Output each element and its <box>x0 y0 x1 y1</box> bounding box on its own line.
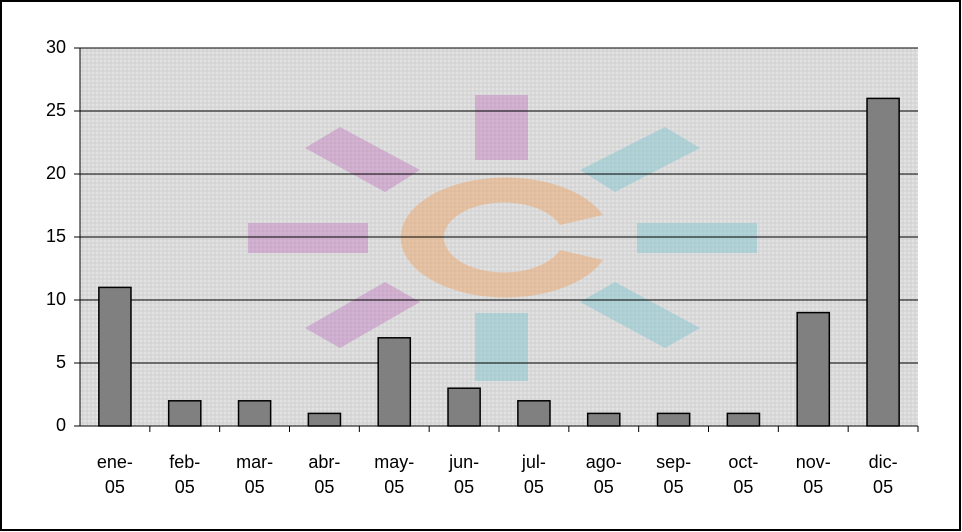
x-tick-label: jun-05 <box>449 452 480 497</box>
y-tick-label: 20 <box>46 163 66 183</box>
y-tick-label: 10 <box>46 289 66 309</box>
bar <box>307 412 342 427</box>
bar <box>586 412 621 427</box>
y-tick-label: 25 <box>46 100 66 120</box>
x-tick-label: oct-05 <box>728 452 759 497</box>
bar <box>866 97 900 427</box>
x-tick-label: may-05 <box>374 452 415 497</box>
bar <box>447 387 481 427</box>
bar <box>726 412 761 427</box>
x-tick-label: mar-05 <box>236 452 274 497</box>
bar <box>167 400 202 427</box>
bar <box>377 337 412 427</box>
x-tick-label: dic-05 <box>868 452 898 497</box>
bar <box>237 400 272 427</box>
bar <box>796 311 831 427</box>
watermark <box>248 95 757 381</box>
x-tick-label: abr-05 <box>308 452 341 497</box>
y-tick-label: 30 <box>46 37 66 57</box>
y-tick-label: 15 <box>46 226 66 246</box>
y-tick-label: 0 <box>56 415 66 435</box>
y-tick-label: 5 <box>56 352 66 372</box>
x-tick-label: nov-05 <box>795 452 831 497</box>
x-tick-label: feb-05 <box>169 452 201 497</box>
bar <box>517 400 551 427</box>
x-tick-label: jul-05 <box>521 452 546 497</box>
bar <box>656 412 691 427</box>
bar <box>98 286 132 427</box>
x-tick-label: ene-05 <box>96 452 133 497</box>
x-tick-label: ago-05 <box>585 452 622 497</box>
x-tick-label: sep-05 <box>656 452 692 497</box>
